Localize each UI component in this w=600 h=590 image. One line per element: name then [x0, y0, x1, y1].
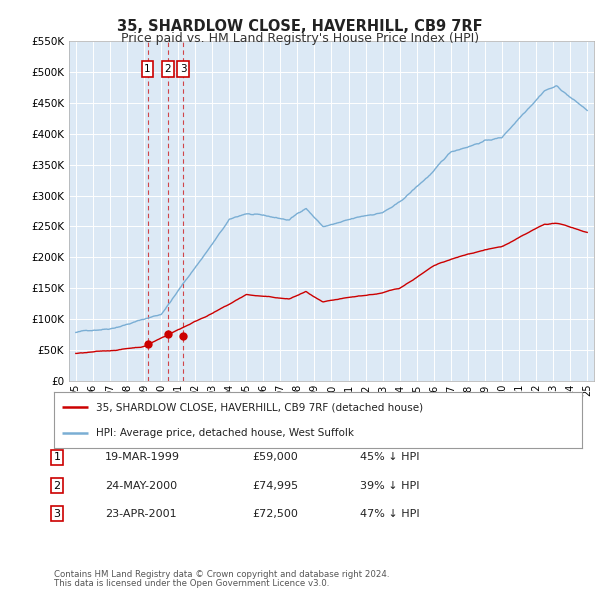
Text: 47% ↓ HPI: 47% ↓ HPI — [360, 509, 419, 519]
Text: 39% ↓ HPI: 39% ↓ HPI — [360, 481, 419, 490]
Text: 3: 3 — [53, 509, 61, 519]
Text: £59,000: £59,000 — [252, 453, 298, 462]
Text: This data is licensed under the Open Government Licence v3.0.: This data is licensed under the Open Gov… — [54, 579, 329, 588]
Text: 1: 1 — [144, 64, 151, 74]
Text: 45% ↓ HPI: 45% ↓ HPI — [360, 453, 419, 462]
Text: Contains HM Land Registry data © Crown copyright and database right 2024.: Contains HM Land Registry data © Crown c… — [54, 571, 389, 579]
Text: 19-MAR-1999: 19-MAR-1999 — [105, 453, 180, 462]
Text: 35, SHARDLOW CLOSE, HAVERHILL, CB9 7RF (detached house): 35, SHARDLOW CLOSE, HAVERHILL, CB9 7RF (… — [96, 402, 424, 412]
Text: 2: 2 — [164, 64, 171, 74]
Text: HPI: Average price, detached house, West Suffolk: HPI: Average price, detached house, West… — [96, 428, 354, 438]
Text: 35, SHARDLOW CLOSE, HAVERHILL, CB9 7RF: 35, SHARDLOW CLOSE, HAVERHILL, CB9 7RF — [117, 19, 483, 34]
Text: £72,500: £72,500 — [252, 509, 298, 519]
Text: 1: 1 — [53, 453, 61, 462]
Text: 2: 2 — [53, 481, 61, 490]
Text: 3: 3 — [180, 64, 187, 74]
Text: 24-MAY-2000: 24-MAY-2000 — [105, 481, 177, 490]
Text: 23-APR-2001: 23-APR-2001 — [105, 509, 176, 519]
Text: Price paid vs. HM Land Registry's House Price Index (HPI): Price paid vs. HM Land Registry's House … — [121, 32, 479, 45]
Text: £74,995: £74,995 — [252, 481, 298, 490]
